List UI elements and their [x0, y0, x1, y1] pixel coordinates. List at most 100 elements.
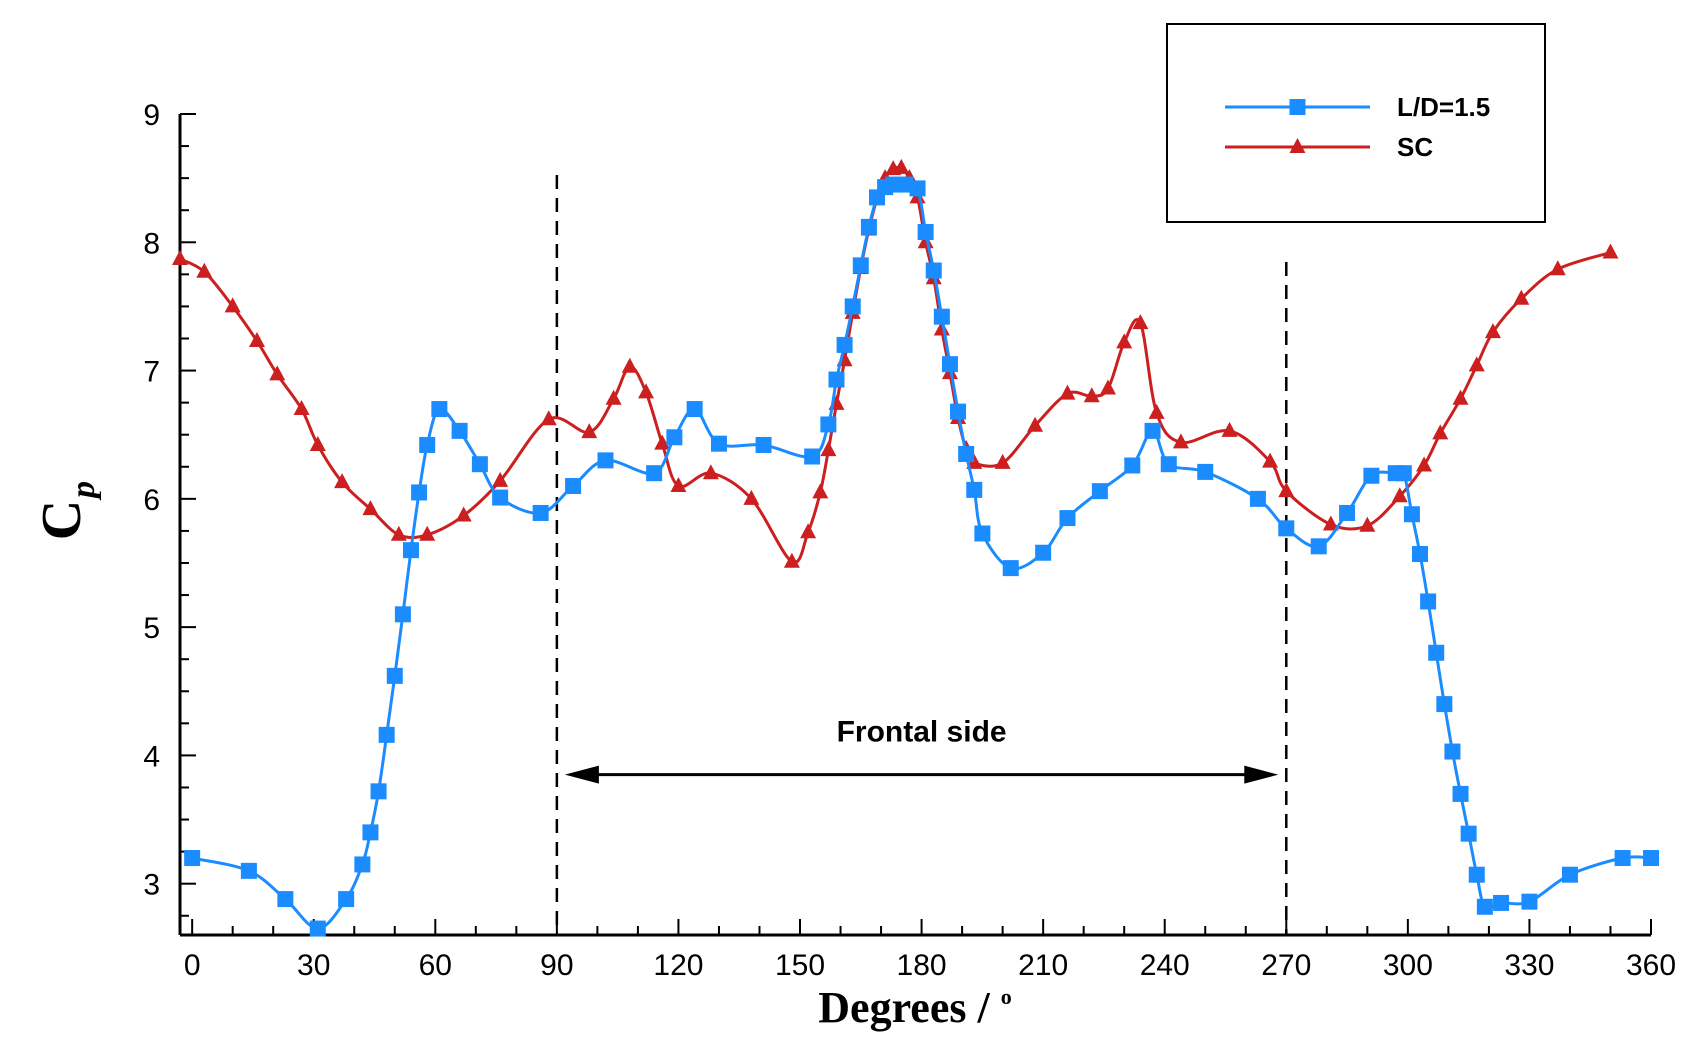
data-point-ld-1-5 [386, 667, 403, 684]
data-point-ld-1-5 [666, 429, 683, 446]
data-point-ld-1-5 [411, 484, 428, 501]
data-point-ld-1-5 [1124, 457, 1141, 474]
legend-label-sc: SC [1397, 132, 1433, 162]
data-point-sc [172, 249, 188, 265]
data-point-sc [1132, 314, 1149, 330]
series-sc [172, 158, 1619, 568]
data-point-sc [994, 453, 1011, 469]
data-point-ld-1-5 [1091, 483, 1108, 500]
data-point-sc [1549, 260, 1566, 276]
x-tick-label: 300 [1383, 949, 1433, 982]
data-point-sc [654, 434, 671, 450]
data-point-sc [1116, 333, 1133, 349]
legend-box [1166, 23, 1546, 223]
data-point-ld-1-5 [974, 525, 991, 542]
data-point-ld-1-5 [1310, 538, 1327, 555]
data-point-sc [638, 383, 655, 399]
data-point-sc [743, 489, 760, 505]
arrow-head-right [1244, 765, 1279, 784]
data-point-ld-1-5 [402, 542, 419, 559]
data-point-ld-1-5 [492, 489, 509, 506]
data-point-ld-1-5 [966, 481, 983, 498]
data-point-sc [1278, 482, 1295, 498]
data-point-ld-1-5 [958, 445, 975, 462]
data-point-sc [1262, 452, 1279, 468]
data-point-sc [1432, 424, 1449, 440]
data-point-ld-1-5 [431, 401, 448, 418]
data-point-ld-1-5 [950, 403, 967, 420]
data-series [172, 158, 1659, 937]
series-ld-1-5 [184, 176, 1659, 937]
x-tick-label: 60 [419, 949, 452, 982]
data-point-ld-1-5 [378, 726, 395, 743]
data-point-sc [334, 473, 351, 489]
data-point-ld-1-5 [909, 180, 926, 197]
legend-marker-sc [1289, 138, 1306, 153]
data-point-sc [1468, 356, 1485, 372]
data-point-sc [783, 552, 800, 568]
data-point-ld-1-5 [897, 176, 914, 193]
x-tick-label: 150 [775, 949, 825, 982]
data-point-sc [1452, 389, 1469, 405]
data-point-sc [1083, 387, 1100, 403]
data-point-ld-1-5 [451, 422, 468, 439]
data-point-sc [812, 483, 829, 499]
legend: L/D=1.5 SC [1166, 23, 1546, 223]
data-point-ld-1-5 [860, 218, 877, 235]
data-point-sc [1513, 289, 1530, 305]
data-point-ld-1-5 [686, 401, 703, 418]
data-point-ld-1-5 [394, 606, 411, 623]
x-axis-title: Degrees / o [818, 983, 1011, 1032]
data-point-ld-1-5 [820, 416, 837, 433]
data-point-ld-1-5 [277, 891, 294, 908]
y-tick-label: 7 [143, 356, 160, 389]
data-point-ld-1-5 [1614, 850, 1631, 867]
x-tick-label: 240 [1140, 949, 1190, 982]
data-point-ld-1-5 [1521, 893, 1538, 910]
x-axis-title-text: Degrees / [818, 983, 1000, 1032]
data-point-ld-1-5 [362, 824, 379, 841]
data-point-ld-1-5 [828, 371, 845, 388]
legend-marker-ld-1-5 [1289, 99, 1306, 115]
data-point-sc [269, 365, 286, 381]
data-point-ld-1-5 [1444, 743, 1461, 760]
x-tick-label: 120 [653, 949, 703, 982]
data-point-ld-1-5 [755, 436, 772, 453]
data-point-ld-1-5 [1476, 898, 1493, 915]
data-point-ld-1-5 [925, 262, 942, 279]
data-point-sc [800, 523, 817, 539]
data-point-ld-1-5 [1339, 504, 1356, 521]
data-point-sc [492, 471, 509, 487]
data-point-ld-1-5 [1160, 456, 1177, 473]
y-tick-label: 8 [143, 227, 160, 260]
data-point-sc [1099, 379, 1116, 395]
arrow-head-left [564, 765, 599, 784]
annotations: Frontal side [555, 175, 1288, 935]
data-point-ld-1-5 [240, 862, 257, 879]
data-point-ld-1-5 [597, 452, 614, 469]
data-point-ld-1-5 [1436, 696, 1453, 713]
data-point-sc [621, 357, 638, 373]
data-point-ld-1-5 [532, 504, 549, 521]
data-point-ld-1-5 [836, 336, 853, 353]
data-point-ld-1-5 [1428, 644, 1445, 661]
data-point-ld-1-5 [646, 465, 663, 482]
x-tick-label: 180 [897, 949, 947, 982]
data-point-ld-1-5 [1561, 866, 1578, 883]
legend-label-ld-1-5: L/D=1.5 [1397, 92, 1490, 122]
x-tick-label: 210 [1018, 949, 1068, 982]
data-point-sc [196, 262, 213, 278]
data-point-ld-1-5 [354, 856, 371, 873]
y-axis-title-text: C [31, 500, 93, 540]
data-point-sc [893, 158, 910, 174]
data-point-ld-1-5 [1363, 467, 1380, 484]
data-point-sc [248, 332, 265, 348]
data-point-ld-1-5 [1197, 463, 1214, 480]
data-point-ld-1-5 [1278, 520, 1295, 537]
data-point-ld-1-5 [471, 456, 488, 473]
data-point-sc [1416, 456, 1433, 472]
y-tick-label: 9 [143, 99, 160, 132]
data-point-sc [1391, 487, 1408, 503]
frontal-side-label: Frontal side [837, 716, 1007, 749]
data-point-sc [1602, 243, 1619, 259]
